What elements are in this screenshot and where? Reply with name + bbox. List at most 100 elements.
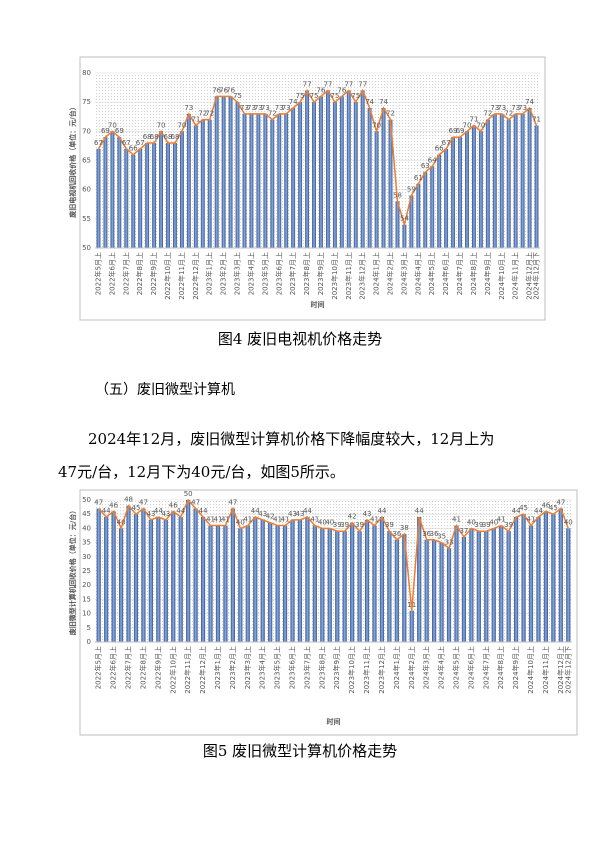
bar: [566, 528, 571, 642]
data-label: 36: [422, 530, 431, 538]
x-tick-label: 2024年4月上: [437, 646, 446, 689]
bar: [423, 172, 428, 248]
bar: [305, 517, 310, 642]
data-label: 76: [226, 86, 235, 94]
data-label: 66: [129, 145, 138, 153]
bar: [173, 143, 177, 248]
data-label: 44: [303, 507, 312, 515]
data-label: 44: [512, 507, 521, 515]
bar: [186, 113, 191, 248]
bar: [551, 514, 556, 642]
data-label: 69: [449, 127, 458, 135]
x-tick-label: 2024年7月上: [481, 646, 490, 689]
y-tick-label: 0: [87, 638, 91, 646]
bar: [96, 148, 101, 248]
y-tick-label: 20: [82, 581, 91, 589]
data-label: 72: [386, 110, 395, 118]
bar: [372, 525, 377, 642]
x-tick-label: 2023年5月上: [260, 252, 269, 295]
bar: [230, 508, 235, 642]
data-label: 71: [469, 116, 478, 124]
bar: [332, 102, 337, 249]
x-tick-label: 2022年8月上: [138, 646, 147, 689]
data-label: 41: [214, 516, 223, 524]
bar: [117, 137, 122, 248]
data-label: 74: [525, 98, 534, 106]
x-tick-label: 2024年3月上: [399, 252, 408, 295]
data-label: 74: [379, 98, 388, 106]
x-tick-label: 2023年1月上: [205, 252, 214, 295]
x-tick-label: 2024年11月上: [511, 252, 520, 300]
data-label: 39: [474, 521, 483, 529]
x-tick-label: 2023年2月上: [228, 646, 237, 689]
bar: [543, 511, 549, 642]
y-tick-label: 10: [82, 610, 91, 618]
bar: [277, 113, 282, 248]
x-axis-title: 时间: [311, 300, 325, 309]
bar: [166, 143, 170, 248]
bar: [437, 154, 442, 248]
data-label: 59: [407, 186, 416, 194]
data-label: 70: [108, 121, 117, 129]
x-tick-label: 2024年1月上: [392, 646, 401, 689]
x-tick-label: 2022年5月上: [93, 252, 102, 295]
x-tick-label: 2024年12月下: [563, 646, 572, 694]
data-label: 44: [176, 507, 185, 515]
x-tick-label: 2024年12月上: [556, 646, 565, 694]
bar: [471, 125, 476, 248]
y-axis-title: 废旧电视机回收价格（单位：元/台）: [68, 103, 77, 218]
data-label: 39: [340, 521, 349, 529]
y-tick-label: 40: [82, 524, 91, 532]
bar: [263, 113, 268, 248]
data-label: 73: [247, 104, 256, 112]
bar: [208, 525, 213, 642]
data-label: 71: [191, 116, 200, 124]
x-tick-label: 2023年2月上: [219, 252, 228, 295]
data-label: 75: [330, 92, 339, 100]
data-label: 71: [532, 116, 541, 124]
data-label: 39: [355, 521, 364, 529]
bar: [476, 531, 481, 642]
bar: [430, 166, 435, 248]
x-tick-label: 2024年3月上: [422, 646, 431, 689]
x-tick-label: 2022年6月上: [107, 252, 116, 295]
paragraph-line: 2024年12月，废旧微型计算机价格下降幅度较大，12月上为: [88, 430, 494, 448]
bar: [527, 108, 532, 248]
data-label: 39: [504, 521, 513, 529]
bar: [305, 90, 310, 248]
data-label: 58: [393, 191, 402, 199]
x-tick-label: 2024年12月下: [532, 252, 541, 300]
bar: [256, 113, 261, 248]
x-tick-label: 2023年1月上: [213, 646, 222, 689]
data-label: 42: [266, 513, 275, 521]
data-label: 70: [372, 121, 381, 129]
data-label: 44: [251, 507, 260, 515]
x-tick-label: 2022年10月上: [163, 252, 172, 300]
data-label: 77: [323, 81, 332, 89]
data-label: 38: [400, 524, 409, 532]
x-tick-label: 2024年9月上: [483, 252, 492, 295]
bar: [133, 514, 139, 642]
bar: [451, 137, 456, 248]
bar: [327, 528, 332, 642]
bar: [478, 131, 483, 248]
bar: [186, 500, 191, 642]
data-label: 36: [392, 530, 401, 538]
bar: [499, 113, 504, 248]
y-tick-label: 50: [82, 496, 91, 504]
data-label: 73: [511, 104, 520, 112]
data-label: 69: [101, 127, 110, 135]
bar: [138, 148, 143, 248]
x-tick-label: 2024年1月上: [372, 252, 381, 295]
data-label: 40: [467, 518, 476, 526]
bar: [312, 525, 317, 642]
data-label: 43: [288, 510, 297, 518]
data-label: 11: [407, 601, 416, 609]
data-label: 73: [184, 104, 193, 112]
bar: [388, 119, 393, 249]
data-label: 44: [377, 507, 386, 515]
data-label: 33: [445, 538, 454, 546]
x-tick-label: 2024年2月上: [407, 646, 416, 689]
x-tick-label: 2022年5月上: [94, 646, 103, 689]
bar: [253, 517, 258, 642]
